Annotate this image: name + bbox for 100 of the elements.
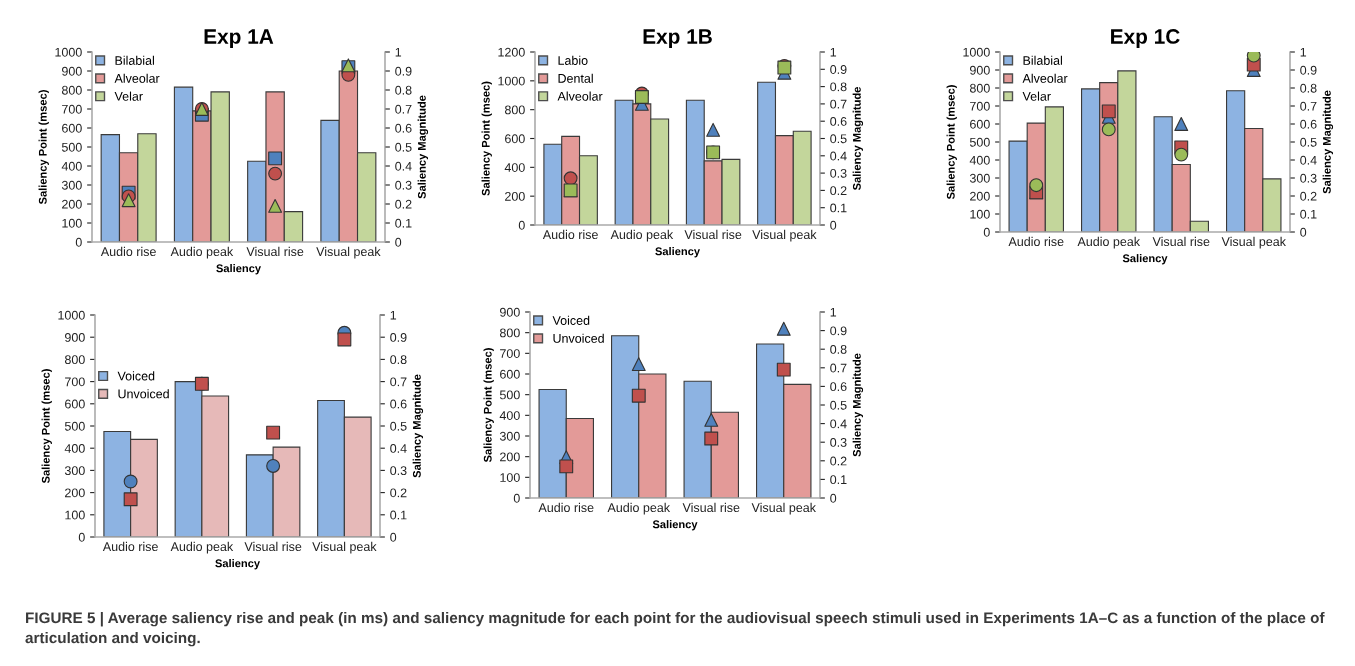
- y2-tick-label: 0.5: [830, 400, 847, 410]
- y2-tick-label: 0.1: [830, 475, 847, 485]
- y-tick-label: 100: [500, 473, 520, 482]
- y-tick-label: 200: [62, 199, 82, 209]
- y-tick-label: 1200: [498, 47, 525, 57]
- y-tick-label: 700: [500, 349, 520, 358]
- y-tick-label: 400: [969, 155, 990, 165]
- chart-title: Exp 1C: [1111, 29, 1180, 48]
- y2-tick-label: 0.9: [830, 65, 847, 74]
- x-tick-label: Visual peak: [316, 246, 381, 259]
- y2-tick-label: 0.8: [390, 355, 407, 365]
- y-tick-label: 200: [970, 191, 990, 201]
- x-tick-label: Visual rise: [1152, 236, 1210, 247]
- y2-tick-label: 0.7: [1300, 101, 1317, 111]
- y-tick-label: 600: [505, 134, 525, 144]
- y2-tick-label: 0.8: [830, 82, 847, 92]
- y2-tick-label: 1: [830, 307, 837, 317]
- y-tick-label: 800: [64, 355, 85, 365]
- x-axis-title: Saliency: [655, 247, 700, 258]
- legend-label: Velar: [114, 91, 143, 101]
- y2-tick-label: 0.1: [395, 218, 412, 228]
- y-tick-label: 1000: [55, 47, 82, 57]
- y2-axis-title: Saliency Magnitude: [417, 95, 429, 199]
- y2-tick-label: 0.3: [830, 168, 847, 178]
- y-tick-label: 100: [65, 510, 85, 520]
- legend-label: Velar: [1022, 91, 1051, 101]
- y-axis-title: Saliency Point (msec): [38, 90, 49, 205]
- y2-tick-label: 0.9: [1300, 65, 1317, 75]
- y-tick-label: 1000: [963, 47, 990, 57]
- y2-tick-label: 0.5: [1300, 137, 1317, 147]
- legend-label: Alveolar: [114, 73, 160, 83]
- y-tick-label: 0: [78, 532, 85, 542]
- y2-tick-label: 0.6: [1300, 119, 1317, 129]
- y2-tick-label: 0.3: [395, 180, 412, 190]
- y-tick-label: 0: [75, 237, 82, 247]
- legend-label: Unvoiced: [553, 333, 604, 343]
- legend-label: Bilabial: [1023, 55, 1062, 65]
- y-tick-label: 300: [64, 466, 85, 476]
- y2-tick-label: 0.3: [830, 438, 847, 447]
- y-tick-label: 200: [500, 452, 520, 462]
- y-tick-label: 500: [64, 421, 85, 431]
- y2-tick-label: 0.4: [830, 419, 847, 429]
- y2-tick-label: 0.5: [395, 142, 412, 152]
- legend-label: Alveolar: [557, 91, 603, 101]
- y2-tick-label: 0.8: [395, 85, 412, 95]
- y-axis-title: Saliency Point (msec): [483, 348, 494, 463]
- x-tick-label: Visual peak: [1221, 236, 1286, 249]
- y2-tick-label: 0: [830, 220, 837, 230]
- y2-tick-label: 0: [830, 493, 837, 503]
- y2-tick-label: 1: [390, 310, 397, 320]
- y-tick-label: 800: [969, 83, 990, 93]
- x-tick-label: Audio rise: [542, 229, 598, 240]
- y2-tick-label: 0.9: [390, 333, 407, 342]
- y-tick-label: 700: [970, 101, 990, 111]
- y-tick-label: 600: [970, 119, 990, 129]
- y2-tick-label: 0.2: [1300, 191, 1317, 201]
- y2-tick-label: 1: [830, 47, 837, 57]
- y2-tick-label: 0.1: [1300, 209, 1317, 219]
- y2-axis-title: Saliency Magnitude: [412, 374, 424, 478]
- x-tick-label: Visual rise: [682, 502, 740, 513]
- y-tick-label: 400: [61, 161, 82, 171]
- legend-label: Voiced: [552, 315, 590, 325]
- x-tick-label: Visual rise: [684, 229, 742, 240]
- legend-label: Labio: [558, 55, 588, 65]
- y2-tick-label: 0.4: [395, 161, 412, 171]
- y-tick-label: 600: [500, 369, 520, 379]
- y2-axis-title: Saliency Magnitude: [852, 353, 864, 457]
- y-tick-label: 400: [504, 163, 525, 172]
- y-tick-label: 900: [500, 307, 520, 317]
- y2-tick-label: 1: [1300, 47, 1307, 57]
- y2-tick-label: 0.4: [1300, 155, 1317, 165]
- y-tick-label: 200: [505, 191, 525, 201]
- x-axis-title: Saliency: [215, 559, 260, 570]
- x-tick-label: Audio peak: [170, 246, 234, 259]
- x-tick-label: Audio peak: [610, 229, 674, 242]
- y2-tick-label: 0.9: [830, 326, 847, 336]
- legend-label: Voiced: [117, 371, 155, 381]
- y-tick-label: 0: [518, 220, 525, 230]
- y-tick-label: 300: [499, 431, 520, 441]
- y2-tick-label: 0.8: [1300, 83, 1317, 93]
- y2-tick-label: 0.2: [830, 186, 847, 196]
- y-tick-label: 200: [65, 488, 85, 498]
- y2-tick-label: 0.5: [830, 134, 847, 144]
- legend-label: Dental: [558, 73, 593, 83]
- y-tick-label: 600: [62, 123, 82, 133]
- x-tick-label: Visual rise: [246, 246, 304, 257]
- y-tick-label: 400: [499, 411, 520, 420]
- y-tick-label: 900: [970, 65, 990, 75]
- y2-tick-label: 0: [390, 532, 397, 542]
- x-tick-label: Visual peak: [312, 541, 377, 554]
- x-tick-label: Visual rise: [244, 541, 302, 552]
- y2-tick-label: 0.9: [395, 66, 412, 76]
- y-tick-label: 800: [504, 105, 525, 115]
- y-tick-label: 900: [62, 66, 82, 76]
- y2-tick-label: 0.3: [1300, 173, 1317, 183]
- y2-tick-label: 1: [395, 47, 402, 57]
- y2-tick-label: 0.8: [830, 345, 847, 354]
- y2-tick-label: 0.1: [830, 203, 847, 213]
- x-tick-label: Audio peak: [170, 541, 234, 554]
- y-tick-label: 500: [61, 142, 82, 152]
